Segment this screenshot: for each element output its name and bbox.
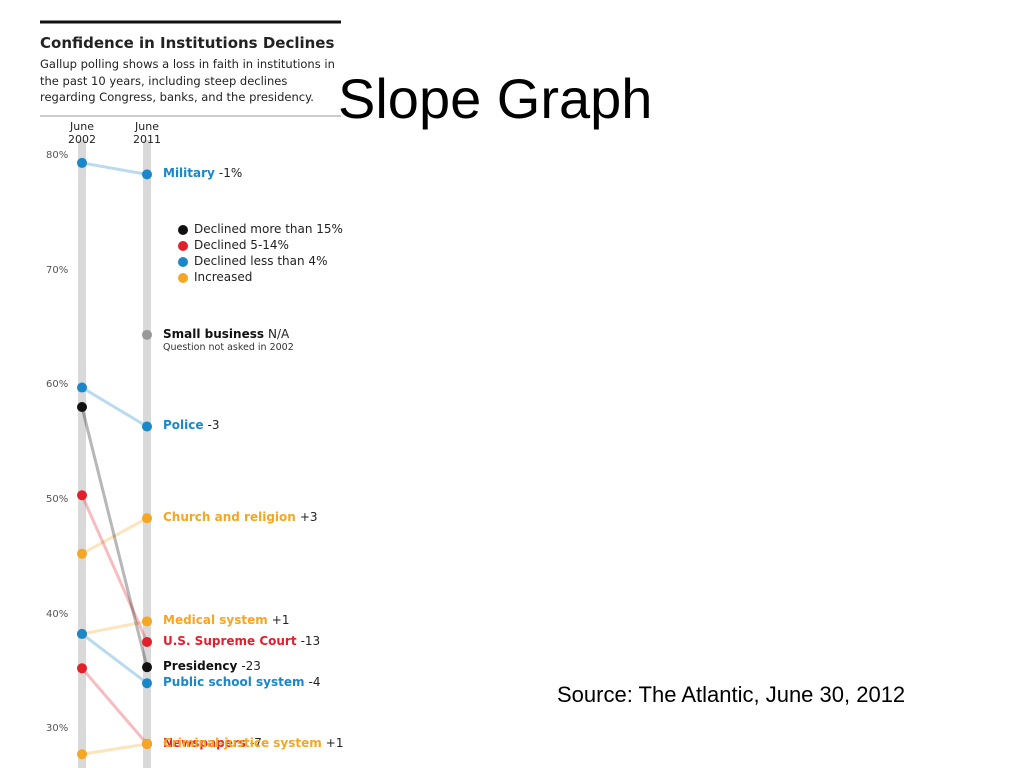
y-tick-label: 70% bbox=[46, 264, 69, 276]
series-name: U.S. Supreme Court bbox=[163, 633, 297, 648]
point bbox=[142, 513, 152, 524]
series-name: Presidency bbox=[163, 659, 238, 674]
series-change: -3 bbox=[207, 418, 220, 433]
slide-title: Slope Graph bbox=[338, 67, 653, 130]
y-tick-label: 80% bbox=[46, 150, 69, 162]
legend-label: Increased bbox=[194, 270, 253, 284]
point bbox=[77, 382, 87, 393]
slope-line bbox=[81, 386, 148, 428]
point bbox=[77, 402, 87, 413]
series-change: +1 bbox=[271, 613, 290, 628]
series-label: U.S. Supreme Court -13 bbox=[163, 634, 320, 648]
series-label: Medical system +1 bbox=[163, 613, 289, 627]
point bbox=[142, 421, 152, 432]
slope-line bbox=[81, 632, 148, 685]
x-label: June 2011 bbox=[133, 120, 161, 146]
y-tick-label: 60% bbox=[46, 379, 69, 391]
slope-line bbox=[81, 742, 148, 756]
column-bar bbox=[78, 140, 86, 768]
point bbox=[77, 628, 87, 639]
legend-swatch bbox=[178, 241, 188, 251]
legend-label: Declined less than 4% bbox=[194, 254, 328, 268]
series-change: -13 bbox=[300, 633, 321, 648]
series-name: Small business bbox=[163, 326, 265, 341]
x-label: June 2002 bbox=[68, 120, 96, 146]
series-name: Public school system bbox=[163, 675, 305, 690]
slope-line bbox=[81, 161, 148, 176]
series-name: Church and religion bbox=[163, 510, 296, 525]
series-change: +3 bbox=[299, 510, 318, 525]
series-name: Military bbox=[163, 166, 215, 181]
series-name: Newspapers bbox=[163, 735, 246, 750]
point bbox=[142, 662, 152, 673]
point bbox=[142, 636, 152, 647]
point bbox=[77, 490, 87, 501]
series-change: -23 bbox=[241, 659, 261, 674]
legend-label: Declined more than 15% bbox=[194, 222, 343, 236]
legend-label: Declined 5-14% bbox=[194, 238, 289, 252]
series-label: Public school system -4 bbox=[163, 675, 320, 689]
series-change: -1% bbox=[218, 166, 243, 181]
legend-swatch bbox=[178, 225, 188, 235]
point bbox=[142, 169, 152, 180]
point bbox=[142, 329, 152, 340]
point bbox=[142, 738, 152, 749]
series-label: Small business N/A bbox=[163, 327, 289, 341]
slope-line bbox=[80, 406, 149, 668]
slope-line bbox=[81, 619, 148, 636]
series-label: Presidency -23 bbox=[163, 659, 261, 673]
point bbox=[77, 157, 87, 168]
series-note: Question not asked in 2002 bbox=[163, 341, 294, 353]
series-label: Newspapers -7 bbox=[163, 736, 262, 750]
legend-swatch bbox=[178, 273, 188, 283]
legend-swatch bbox=[178, 257, 188, 267]
chart-subtitle: Gallup polling shows a loss in faith in … bbox=[40, 57, 335, 104]
point bbox=[77, 548, 87, 559]
y-tick-label: 50% bbox=[46, 493, 69, 505]
slope-line bbox=[81, 516, 148, 556]
point bbox=[142, 678, 152, 689]
series-change: +1 bbox=[325, 735, 344, 750]
series-change: -7 bbox=[249, 735, 262, 750]
source: Source: The Atlantic, June 30, 2012 bbox=[557, 682, 906, 707]
series-label: Military -1% bbox=[163, 166, 242, 180]
series-change: N/A bbox=[268, 326, 290, 341]
series-name: Police bbox=[163, 418, 204, 433]
series-label: Church and religion +3 bbox=[163, 510, 318, 524]
series-name: Medical system bbox=[163, 613, 268, 628]
series-label: Criminal-justice system +1 bbox=[163, 736, 343, 750]
point bbox=[77, 749, 87, 760]
point bbox=[77, 663, 87, 674]
series-name: Criminal-justice system bbox=[163, 735, 322, 750]
chart-title: Confidence in Institutions Declines bbox=[40, 34, 335, 52]
column-bar bbox=[143, 140, 151, 768]
y-tick-label: 40% bbox=[46, 608, 69, 620]
slope-line bbox=[80, 494, 149, 643]
series-label: Police -3 bbox=[163, 418, 220, 432]
y-tick-label: 30% bbox=[46, 723, 69, 735]
slope-line bbox=[80, 667, 149, 745]
series-change: -4 bbox=[308, 675, 321, 690]
point bbox=[142, 616, 152, 627]
